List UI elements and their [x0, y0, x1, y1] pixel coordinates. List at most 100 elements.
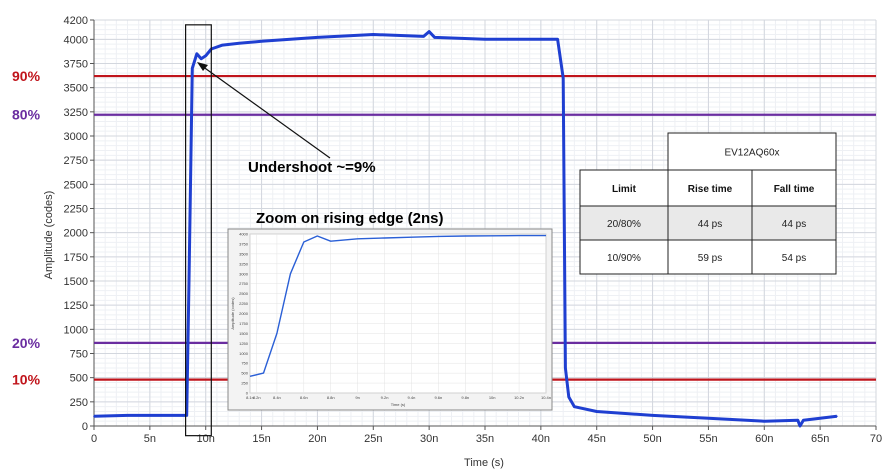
inset-x-tick-label: 9n — [355, 395, 359, 400]
annotation-undershoot: Undershoot ~=9% — [248, 159, 376, 176]
series-point — [238, 42, 241, 44]
inset-y-tick-label: 3250 — [239, 261, 249, 266]
inset-x-tick-label: 9.4n — [408, 395, 416, 400]
table-header-cell — [667, 169, 753, 207]
table-column-header: Limit — [612, 184, 637, 195]
reference-label: 90% — [12, 68, 41, 84]
inset-y-tick-label: 1500 — [239, 331, 249, 336]
table-cell: 20/80% — [607, 219, 641, 230]
x-tick-label: 35n — [476, 433, 494, 445]
inset-y-tick-label: 500 — [241, 371, 248, 376]
series-point — [195, 53, 198, 55]
series-point — [316, 36, 319, 39]
rise-fall-table: EV12AQ60x Limit Rise time Fall time 20/80% 44… — [579, 132, 837, 275]
table-group-header-cell — [667, 132, 837, 171]
series-point — [428, 30, 430, 33]
y-tick-label: 2250 — [64, 204, 88, 216]
table-column-header: Rise time — [688, 184, 733, 195]
series-point — [204, 54, 207, 57]
table-column-header: Fall time — [774, 184, 815, 195]
x-axis-title: Time (s) — [464, 457, 504, 469]
inset-x-tick-label: 8.1n — [246, 395, 254, 400]
inset-x-tick-label: 8.2n — [253, 395, 261, 400]
inset-y-tick-label: 4000 — [239, 232, 249, 237]
series-point — [556, 38, 559, 41]
series-point — [372, 33, 375, 36]
series-point — [562, 77, 564, 79]
inset-y-axis-title: Amplitude (codes) — [230, 297, 235, 330]
y-tick-label: 250 — [70, 397, 88, 409]
reference-label: 10% — [12, 372, 41, 388]
y-tick-label: 750 — [70, 349, 88, 361]
series-point — [707, 417, 710, 420]
reference-label: 20% — [12, 335, 41, 351]
x-tick-label: 25n — [364, 433, 382, 445]
y-tick-label: 3500 — [64, 83, 88, 95]
series-point — [433, 36, 436, 39]
series-point — [567, 396, 570, 398]
inset-y-tick-label: 2750 — [239, 281, 249, 286]
y-tick-label: 2500 — [64, 179, 88, 191]
series-point — [799, 425, 801, 427]
x-tick-label: 20n — [308, 433, 326, 445]
undershoot-arrow-head — [197, 62, 208, 71]
annotation-zoom: Zoom on rising edge (2ns) — [256, 210, 444, 227]
inset-y-tick-label: 3500 — [239, 251, 249, 256]
inset-y-tick-label: 2000 — [239, 311, 249, 316]
zoom-box — [185, 24, 212, 437]
y-tick-label: 1750 — [64, 252, 88, 264]
inset-x-tick-label: 8.8n — [327, 395, 335, 400]
undershoot-arrow-shaft — [201, 65, 331, 159]
x-tick-label: 40n — [532, 433, 550, 445]
inset-x-tick-label: 9.6n — [434, 395, 442, 400]
series-point — [160, 414, 162, 417]
inset-y-tick-label: 250 — [241, 381, 248, 386]
series-point — [221, 44, 224, 46]
table-cell-bg — [751, 239, 837, 275]
x-tick-label: 50n — [643, 433, 661, 445]
x-tick-label: 0 — [91, 433, 97, 445]
table-group-header: EV12AQ60x — [724, 148, 779, 159]
series-point — [93, 415, 95, 418]
y-tick-label: 3250 — [64, 107, 88, 119]
series-point — [797, 419, 799, 422]
x-tick-label: 30n — [420, 433, 438, 445]
inset-x-tick-label: 8.4n — [273, 395, 281, 400]
table-cell-bg — [579, 239, 669, 275]
x-tick-label: 15n — [252, 433, 270, 445]
reference-label: 80% — [12, 107, 41, 123]
y-tick-label: 3000 — [64, 131, 88, 143]
series-point — [260, 40, 263, 43]
inset-y-tick-label: 750 — [241, 361, 248, 366]
table-cell: 10/90% — [607, 253, 641, 264]
inset-x-tick-label: 10.4n — [541, 395, 551, 400]
series-point — [564, 367, 567, 369]
y-tick-label: 500 — [70, 373, 88, 385]
series-point — [573, 405, 576, 408]
inset-y-tick-label: 1250 — [239, 341, 249, 346]
series-point — [188, 280, 190, 282]
inset-y-tick-label: 3750 — [239, 241, 249, 246]
series-point — [200, 57, 203, 60]
inset-x-tick-label: 10.2n — [514, 395, 524, 400]
table-cell: 59 ps — [698, 253, 722, 264]
table-cell-bg — [667, 239, 753, 275]
series-point — [484, 38, 486, 41]
y-tick-label: 0 — [82, 421, 88, 433]
series-line — [93, 30, 838, 428]
series-point — [422, 35, 425, 38]
series-point — [763, 420, 766, 422]
x-tick-label: 5n — [144, 433, 156, 445]
series-point — [191, 67, 194, 70]
x-tick-label: 70 — [870, 433, 882, 445]
inset-y-tick-label: 2250 — [239, 301, 249, 306]
y-tick-label: 3750 — [64, 59, 88, 71]
inset-series-line — [249, 234, 546, 377]
y-tick-label: 1000 — [64, 324, 88, 336]
inset-x-tick-label: 8.6n — [300, 395, 308, 400]
series-point — [185, 414, 188, 417]
series-point — [802, 419, 805, 422]
inset-x-tick-label: 9.8n — [461, 395, 469, 400]
x-tick-label: 55n — [699, 433, 717, 445]
inset-y-tick-label: 1000 — [239, 351, 249, 356]
